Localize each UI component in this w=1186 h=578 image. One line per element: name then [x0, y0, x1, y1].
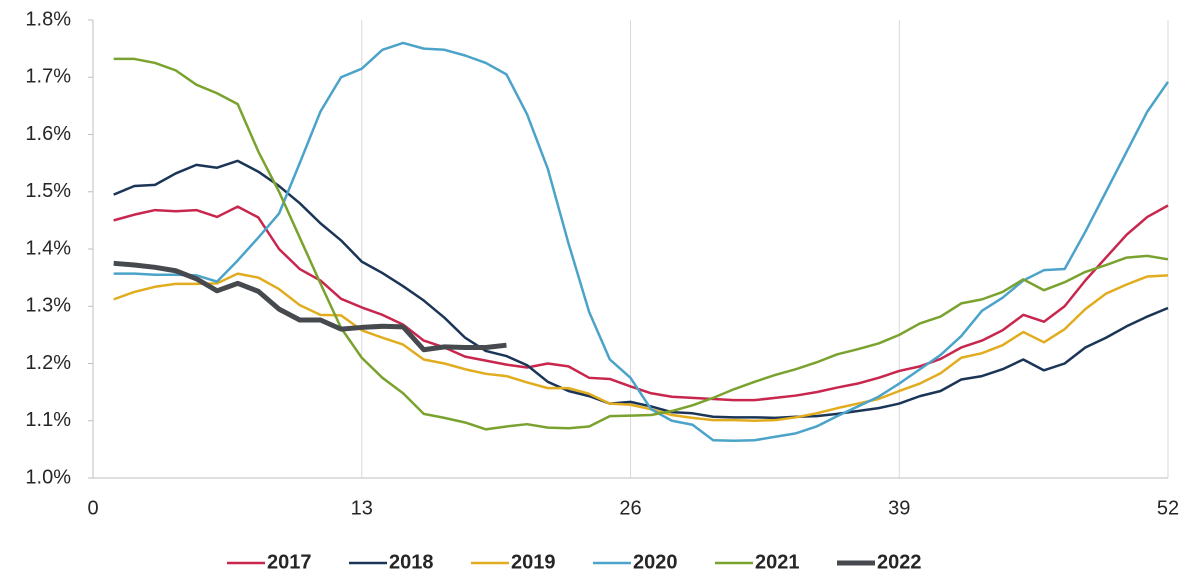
y-tick-label: 1.5%: [25, 180, 71, 202]
y-tick-label: 1.1%: [25, 409, 71, 431]
legend-label: 2020: [633, 551, 678, 573]
x-tick-label: 26: [619, 497, 641, 519]
legend-label: 2021: [755, 551, 800, 573]
series-line: [113, 204, 1169, 402]
x-tick-label: 13: [351, 497, 373, 519]
series-line: [113, 41, 1170, 443]
series-line: [113, 272, 1169, 422]
y-tick-label: 1.3%: [25, 295, 71, 317]
series-line: [113, 260, 507, 353]
x-tick-label: 52: [1157, 497, 1179, 519]
series-line: [113, 57, 1169, 431]
x-tick-label: 0: [87, 497, 98, 519]
series-line: [113, 159, 1169, 420]
x-tick-label: 39: [888, 497, 910, 519]
y-tick-label: 1.4%: [25, 237, 71, 259]
y-tick-label: 1.8%: [25, 8, 71, 30]
legend-label: 2022: [877, 551, 922, 573]
legend-label: 2019: [511, 551, 556, 573]
y-tick-label: 1.2%: [25, 352, 71, 374]
y-tick-label: 1.6%: [25, 123, 71, 145]
y-tick-label: 1.0%: [25, 466, 71, 488]
y-tick-label: 1.7%: [25, 66, 71, 88]
legend-label: 2017: [267, 551, 312, 573]
legend-label: 2018: [389, 551, 434, 573]
